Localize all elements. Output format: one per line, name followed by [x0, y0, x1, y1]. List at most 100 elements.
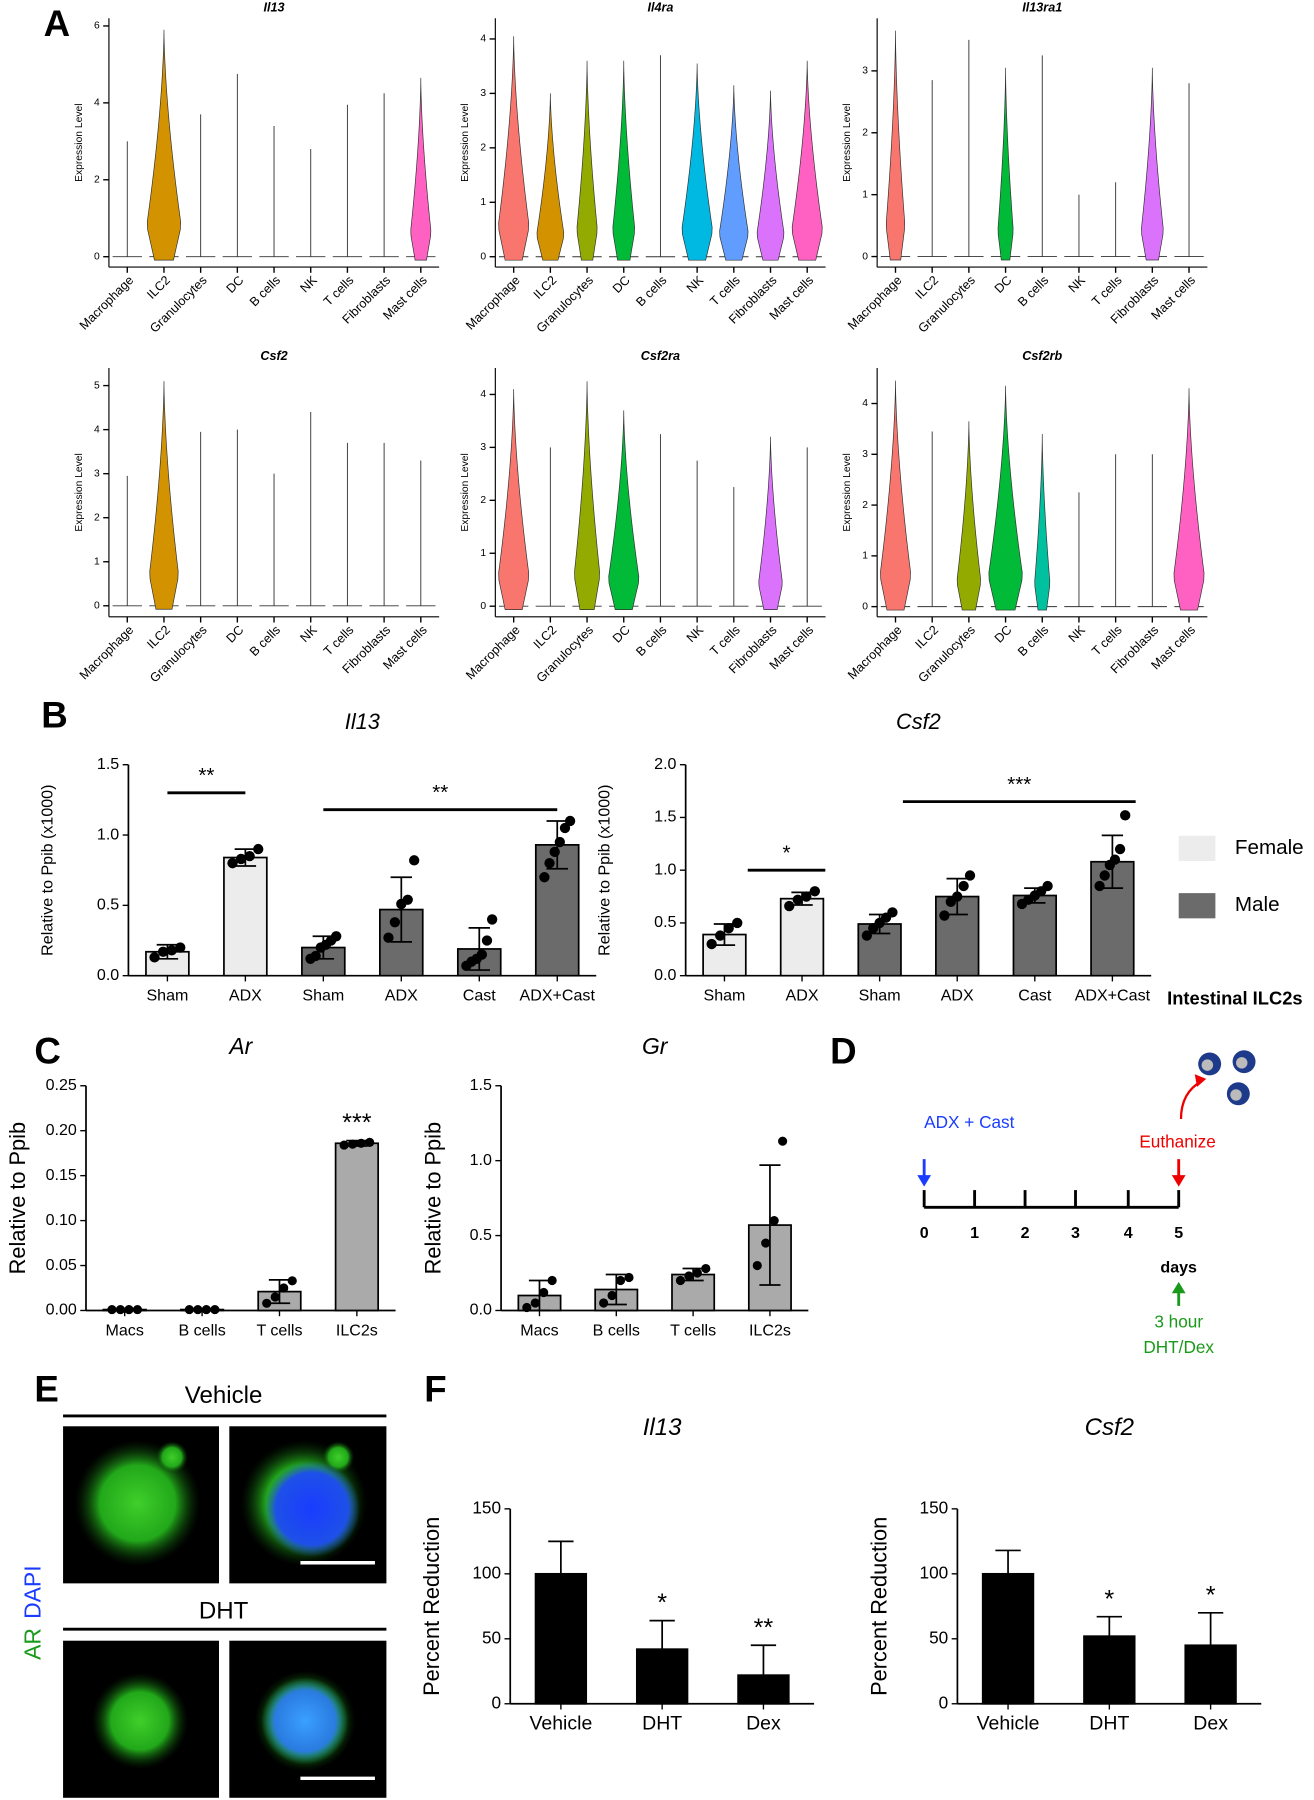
bar: [1184, 1644, 1237, 1705]
data-point: [210, 1304, 220, 1315]
data-point: [624, 1272, 634, 1283]
data-point: [958, 880, 969, 892]
x-tick-label: ILC2: [913, 273, 942, 302]
micrographs: Vehicle DHT AR DAPI: [19, 1382, 387, 1798]
data-point: [476, 949, 488, 960]
x-tick-label: ILC2: [531, 273, 560, 302]
x-tick-label: Macrophage: [77, 623, 136, 682]
data-point: [599, 1298, 609, 1308]
violin: [608, 410, 640, 610]
data-point: [175, 942, 186, 953]
x-tick-label: T cells: [321, 623, 356, 658]
y-tick-label: 6: [94, 21, 100, 32]
x-tick-label: B cells: [247, 623, 283, 659]
panel-label: C: [34, 1030, 60, 1071]
panel-label: D: [830, 1030, 857, 1071]
y-tick-label: 1: [94, 556, 100, 567]
legend-label: Female: [1235, 836, 1304, 859]
panel-label: F: [424, 1369, 446, 1410]
data-point: [544, 857, 555, 869]
x-tick-label: T cells: [256, 1321, 302, 1339]
y-tick-label: 3: [480, 88, 486, 99]
y-axis-label: Percent Reduction: [866, 1517, 891, 1696]
y-tick-label: 1: [862, 189, 868, 200]
y-tick-label: 0.5: [97, 896, 119, 914]
data-point: [701, 1263, 711, 1274]
data-point: [615, 1275, 626, 1286]
y-tick-label: 1: [862, 551, 868, 562]
legend-label: Male: [1235, 893, 1280, 916]
data-point: [769, 1216, 779, 1226]
treatment-label: 3 hour: [1154, 1312, 1203, 1332]
y-tick-label: 50: [929, 1627, 948, 1647]
violin: [791, 60, 823, 261]
y-axis-label: Relative to Ppib: [420, 1122, 445, 1274]
chart-title: Il13: [345, 709, 380, 734]
bar: [534, 844, 580, 977]
y-tick-label: 0: [939, 1692, 949, 1712]
y-tick-label: 0: [480, 601, 486, 612]
y-tick-label: 0: [94, 251, 100, 262]
data-point: [1120, 810, 1131, 821]
data-point: [227, 857, 238, 869]
x-tick-label: DHT: [1089, 1713, 1129, 1735]
day-label: 3: [1071, 1224, 1080, 1242]
data-point: [331, 931, 342, 942]
chart-title: Il13ra1: [1022, 0, 1062, 14]
x-tick-label: T cells: [670, 1321, 716, 1339]
data-point: [801, 891, 812, 902]
data-point: [861, 930, 872, 941]
data-point: [157, 946, 169, 957]
data-point: [692, 1268, 702, 1278]
data-point: [539, 872, 550, 883]
violin: [880, 380, 911, 611]
data-point: [310, 950, 321, 962]
violin: [146, 29, 182, 261]
data-point: [402, 894, 413, 905]
data-point: [409, 855, 420, 866]
data-point: [1042, 880, 1053, 892]
x-tick-label: NK: [297, 273, 320, 296]
chart-title: Csf2ra: [641, 349, 680, 363]
violin: [1034, 433, 1051, 611]
x-tick-label: Macs: [106, 1321, 144, 1339]
data-point: [383, 932, 394, 943]
y-tick-label: 0: [480, 251, 486, 262]
violin: [498, 389, 530, 610]
data-point: [684, 1271, 694, 1281]
y-tick-label: 0.5: [470, 1226, 492, 1244]
data-point: [778, 1136, 788, 1146]
y-tick-label: 1.0: [97, 825, 119, 843]
legend-swatch: [1178, 893, 1216, 919]
x-tick-label: ADX+Cast: [1075, 987, 1151, 1005]
x-tick-label: NK: [684, 622, 707, 645]
y-tick-label: 0.00: [46, 1301, 77, 1319]
y-tick-label: 0.10: [46, 1211, 77, 1229]
x-tick-label: DC: [224, 273, 247, 296]
data-point: [348, 1139, 358, 1149]
y-tick-label: 0.5: [654, 913, 676, 931]
stain-label: DAPI: [19, 1565, 45, 1619]
y-tick-label: 2: [862, 127, 868, 138]
stain-label: AR: [19, 1628, 45, 1660]
y-tick-label: 1.5: [470, 1076, 492, 1094]
chart-title: Il4ra: [647, 0, 673, 14]
data-point: [389, 917, 401, 928]
y-axis-label: Percent Reduction: [419, 1517, 444, 1696]
chart-title: Csf2: [896, 709, 941, 734]
y-tick-label: 0.0: [470, 1301, 492, 1319]
data-point: [235, 853, 247, 865]
violin: [498, 36, 530, 261]
y-axis-label: Relative to Ppib: [5, 1122, 30, 1274]
x-tick-label: DC: [610, 273, 633, 296]
y-tick-label: 1.5: [97, 755, 119, 773]
violin: [758, 436, 783, 610]
significance-label: *: [657, 1589, 667, 1617]
x-tick-label: T cells: [707, 623, 742, 658]
y-tick-label: 0.0: [97, 966, 119, 984]
data-point: [339, 1140, 349, 1150]
unit-label: days: [1160, 1258, 1197, 1276]
x-tick-label: ADX+Cast: [520, 987, 596, 1005]
